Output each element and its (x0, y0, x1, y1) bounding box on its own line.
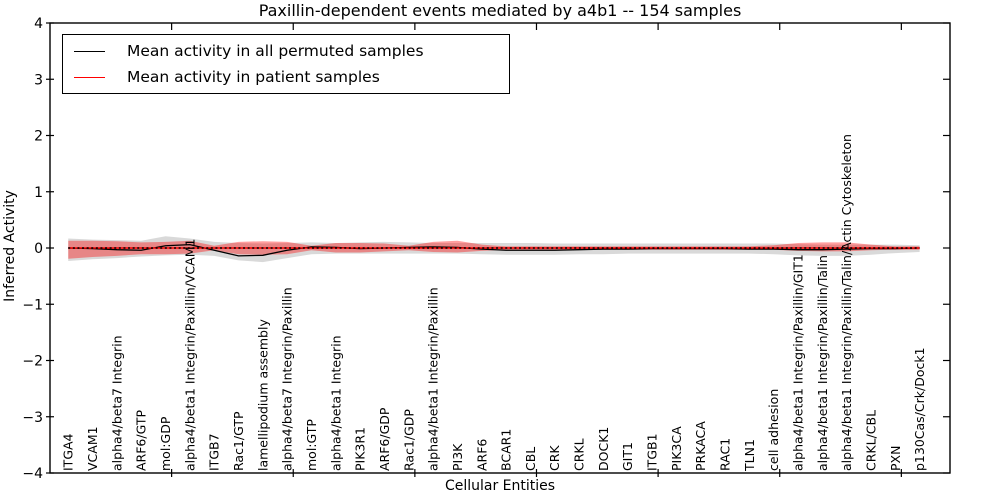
legend-item-patient: Mean activity in patient samples (63, 64, 509, 90)
entity-label: DOCK1 (596, 427, 611, 471)
y-tick-labels: 4 3 2 1 0 −1 −2 −3 −4 (22, 16, 43, 482)
y-tick-label: −1 (22, 297, 43, 313)
entity-label: ITGA4 (61, 433, 76, 471)
entity-label: ITGB1 (645, 433, 660, 471)
legend-box: Mean activity in all permuted samples Me… (62, 34, 510, 94)
legend-label-permuted: Mean activity in all permuted samples (127, 42, 424, 60)
y-tick-label: 0 (34, 241, 43, 257)
plot-frame (49, 22, 951, 474)
entity-label: PRKACA (693, 421, 708, 471)
y-tick-label: −4 (22, 466, 43, 482)
entity-label: Rac1/GDP (401, 409, 416, 471)
y-tick-label: −3 (22, 410, 43, 426)
y-tick-label: 1 (34, 185, 43, 201)
entity-label: PIK3R1 (353, 427, 368, 471)
entity-label: alpha4/beta1 Integrin/Paxillin/GIT1 (790, 254, 805, 471)
mean-lines (68, 243, 920, 257)
entity-label: CRKL (572, 438, 587, 471)
line-permuted-mean (68, 243, 920, 257)
entity-label: mol:GDP (158, 416, 173, 471)
entity-label: cell adhesion (766, 389, 781, 471)
y-tick-label: 2 (34, 129, 43, 145)
entity-label: alpha4/beta7 Integrin (109, 335, 124, 471)
x-axis-title: Cellular Entities (444, 478, 556, 494)
entity-label: alpha4/beta1 Integrin/Paxillin/VCAM1 (182, 239, 197, 471)
entity-label: alpha4/beta1 Integrin/Paxillin (426, 287, 441, 471)
entity-label: GIT1 (620, 442, 635, 471)
entity-label: PXN (888, 446, 903, 471)
entity-label: Rac1/GTP (231, 411, 246, 471)
entity-label: alpha4/beta1 Integrin/Paxillin/Talin (815, 255, 830, 471)
entity-labels: ITGA4 VCAM1 alpha4/beta7 Integrin ARF6/GTP m… (61, 134, 927, 472)
entity-label: PI3K (450, 443, 465, 471)
entity-label: BCAR1 (499, 429, 514, 471)
entity-label: ITGB7 (207, 433, 222, 471)
entity-label: lamellipodium assembly (255, 319, 270, 471)
entity-label: ARF6 (474, 439, 489, 471)
entity-label: TLN1 (742, 439, 757, 472)
entity-label: RAC1 (718, 438, 733, 471)
entity-label: CBL (523, 447, 538, 471)
entity-label: ARF6/GTP (134, 410, 149, 471)
entity-label: alpha4/beta1 Integrin/Paxillin/Talin/Act… (839, 134, 854, 471)
entity-label: alpha4/beta7 Integrin/Paxillin (280, 287, 295, 471)
entity-label: ARF6/GDP (377, 407, 392, 471)
legend-label-patient: Mean activity in patient samples (127, 68, 380, 86)
entity-label: VCAM1 (85, 426, 100, 471)
entity-label: alpha4/beta1 Integrin (328, 335, 343, 471)
entity-label: PIK3CA (669, 426, 684, 471)
y-tick-label: −2 (22, 354, 43, 370)
legend-item-permuted: Mean activity in all permuted samples (63, 38, 509, 64)
legend-line-swatch-permuted (74, 50, 105, 52)
y-tick-label: 3 (34, 72, 43, 88)
entity-label: p130Cas/Crk/Dock1 (912, 347, 927, 471)
legend-line-swatch-patient (74, 76, 105, 78)
chart-title: Paxillin-dependent events mediated by a4… (258, 1, 742, 20)
entity-label: CRK (547, 445, 562, 471)
y-tick-label: 4 (34, 16, 43, 32)
entity-label: CRKL/CBL (863, 410, 878, 471)
entity-label: mol:GTP (304, 419, 319, 471)
